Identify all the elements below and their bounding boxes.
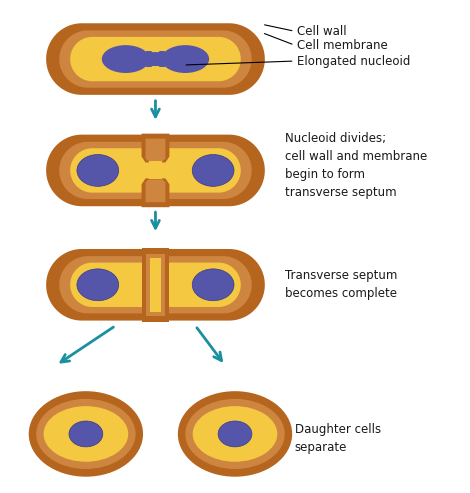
Polygon shape (149, 258, 161, 312)
Text: Nucleoid divides;
cell wall and membrane
begin to form
transverse septum: Nucleoid divides; cell wall and membrane… (285, 132, 427, 199)
Ellipse shape (29, 391, 143, 477)
Ellipse shape (77, 154, 119, 186)
Text: Transverse septum
becomes complete: Transverse septum becomes complete (285, 269, 397, 300)
Ellipse shape (69, 421, 103, 447)
Polygon shape (146, 51, 165, 67)
Ellipse shape (178, 391, 292, 477)
Polygon shape (149, 45, 163, 52)
Polygon shape (149, 162, 163, 179)
Text: Cell membrane: Cell membrane (297, 38, 387, 52)
Text: Daughter cells
separate: Daughter cells separate (295, 423, 381, 455)
Polygon shape (70, 148, 241, 193)
Ellipse shape (161, 45, 209, 73)
Ellipse shape (192, 154, 234, 186)
Polygon shape (46, 23, 265, 95)
Polygon shape (146, 254, 165, 316)
Polygon shape (46, 135, 265, 206)
Polygon shape (141, 178, 169, 207)
Polygon shape (146, 179, 165, 202)
Text: Cell wall: Cell wall (297, 25, 346, 38)
Polygon shape (141, 248, 169, 321)
Ellipse shape (185, 399, 285, 469)
Polygon shape (59, 142, 252, 199)
Ellipse shape (193, 406, 277, 462)
Polygon shape (70, 263, 241, 307)
Polygon shape (59, 256, 252, 314)
Ellipse shape (218, 421, 252, 447)
Ellipse shape (36, 399, 136, 469)
Ellipse shape (44, 406, 128, 462)
Polygon shape (70, 37, 241, 81)
Polygon shape (149, 66, 163, 73)
Polygon shape (146, 139, 165, 162)
Ellipse shape (77, 269, 119, 301)
Text: Elongated nucleoid: Elongated nucleoid (297, 55, 410, 68)
Ellipse shape (192, 269, 234, 301)
Polygon shape (59, 31, 252, 88)
Polygon shape (46, 249, 265, 320)
Polygon shape (141, 134, 169, 163)
Ellipse shape (102, 45, 149, 73)
